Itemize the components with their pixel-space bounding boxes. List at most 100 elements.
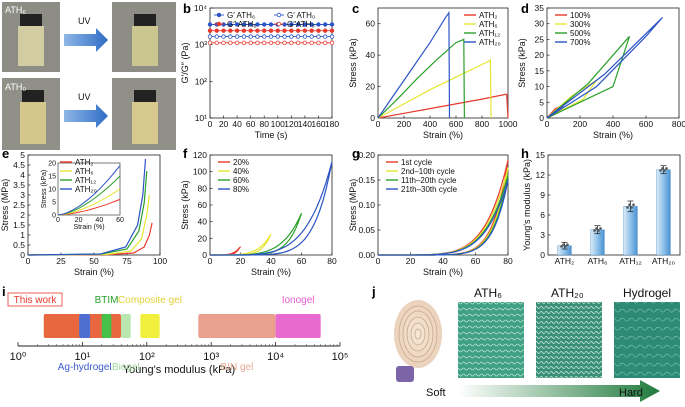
b-data-point xyxy=(214,28,219,33)
b-data-point xyxy=(228,28,233,33)
panel-label-c: c xyxy=(352,1,359,16)
panel-d-chart: 0 200 400 600 800 0 5 10 15 20 25 30 35 Strain (%) Str… xyxy=(517,3,685,140)
e-inset-x-tick-label: 40 xyxy=(95,217,103,224)
d-x-tick-label: 400 xyxy=(606,119,620,129)
b-y-tick-label: 10² xyxy=(195,76,207,86)
i-range-label: This work xyxy=(14,295,58,306)
b-data-point xyxy=(309,34,314,39)
i-x-tick-label: 10⁵ xyxy=(332,351,349,363)
d-y-tick-label: 5 xyxy=(539,97,544,107)
b-data-point xyxy=(255,28,260,33)
e-y-tick-label: 0.5 xyxy=(13,240,25,250)
panel-b-chart: 0 20 40 60 80 100 120 140 160 180 10¹ 10² 10³ 10⁴ Time… xyxy=(180,3,339,140)
b-data-point xyxy=(234,34,240,39)
b-data-point xyxy=(262,40,267,46)
c-legend-label: ATH₆ xyxy=(479,20,498,29)
f-y-tick-label: 0 xyxy=(202,250,207,260)
f-x-tick-label: 80 xyxy=(327,256,337,266)
b-data-point xyxy=(241,40,247,46)
d-y-tick-label: 20 xyxy=(535,50,545,60)
b-data-point xyxy=(323,34,328,39)
g-x-tick-label: 20 xyxy=(406,256,416,266)
h-data-point xyxy=(560,245,563,248)
b-data-point xyxy=(316,28,321,33)
i-x-tick-label: 10² xyxy=(139,351,155,363)
f-y-tick-label: 20 xyxy=(198,233,208,243)
finger-illustration xyxy=(394,300,442,368)
d-y-tick-label: 10 xyxy=(535,82,545,92)
b-data-point xyxy=(221,22,226,27)
b-data-point xyxy=(295,40,301,46)
g-y-tick-label: 0.10 xyxy=(358,200,375,210)
b-data-point xyxy=(323,40,328,46)
h-y-tick-label: 0 xyxy=(540,250,545,260)
g-legend-label: 11th–20th cycle xyxy=(401,176,457,185)
b-data-point xyxy=(255,40,260,46)
b-data-point xyxy=(234,40,240,46)
c-y-tick-label: 20 xyxy=(366,82,376,92)
i-x-tick-label: 10¹ xyxy=(74,351,90,363)
h-plot-frame xyxy=(547,154,681,256)
i-range-label: Ionogel xyxy=(282,295,315,306)
fingerprint-image-ath6 xyxy=(458,302,524,378)
f-y-tick-label: 60 xyxy=(198,200,208,210)
h-y-tick-label: 15 xyxy=(536,150,546,160)
vial-liquid xyxy=(18,26,44,66)
h-data-point xyxy=(562,243,565,246)
b-x-axis-label: Time (s) xyxy=(255,130,288,140)
e-legend-label: ATH₂ xyxy=(75,158,94,167)
i-range-bar xyxy=(140,314,160,338)
b-data-point xyxy=(255,34,260,39)
b-data-point xyxy=(302,34,308,39)
b-data-point xyxy=(262,22,267,27)
d-legend-label: 500% xyxy=(570,29,590,38)
b-y-tick-label: 10³ xyxy=(195,40,207,50)
b-x-tick-label: 0 xyxy=(208,119,213,129)
fp-label-hydrogel: Hydrogel xyxy=(623,286,671,300)
b-data-point xyxy=(268,28,274,33)
f-legend-label: 60% xyxy=(233,176,249,185)
b-data-point xyxy=(316,34,321,39)
vial-cap xyxy=(134,90,156,102)
b-data-point xyxy=(329,28,335,33)
b-data-point xyxy=(228,40,233,46)
photo-label-ath0: ATH₀ xyxy=(5,82,26,92)
f-series-line xyxy=(210,161,333,256)
e-inset-y-tick-label: 20 xyxy=(48,161,56,168)
h-x-tick-label: ATH₁₂ xyxy=(619,256,642,266)
c-x-tick-label: 600 xyxy=(449,119,463,129)
e-y-tick-label: 3 xyxy=(20,190,25,200)
e-inset-y-tick-label: 10 xyxy=(48,187,56,194)
vial-cap xyxy=(134,14,156,26)
h-data-point xyxy=(566,243,569,246)
finger-sleeve xyxy=(396,366,414,382)
panel-label-b: b xyxy=(183,1,191,16)
h-x-tick-label: ATH₂ xyxy=(555,256,575,266)
f-x-tick-label: 40 xyxy=(266,256,276,266)
panel-label-f: f xyxy=(183,146,188,161)
b-data-point xyxy=(214,34,219,39)
e-y-axis-label: Stress (MPa) xyxy=(0,179,10,232)
e-inset-series-line xyxy=(57,175,121,216)
e-inset-series-line xyxy=(57,188,121,216)
d-x-tick-label: 800 xyxy=(672,119,685,129)
i-range-label: Ag-hydrogel xyxy=(58,362,112,373)
f-plot-frame xyxy=(209,154,333,256)
f-legend-label: 80% xyxy=(233,185,249,194)
g-x-tick-label: 40 xyxy=(438,256,448,266)
c-legend-label: ATH₂₀ xyxy=(479,38,501,47)
b-data-point xyxy=(309,28,314,33)
soft-hard-arrow xyxy=(458,380,660,402)
panel-j-fingerprints: ATH₆ ATH₂₀ Hydrogel Soft Hard xyxy=(394,286,680,402)
b-data-point xyxy=(302,22,308,27)
e-y-tick-label: 1 xyxy=(20,230,25,240)
i-range-bar xyxy=(79,314,91,338)
c-legend-label: ATH₁₂ xyxy=(479,29,500,38)
f-x-axis-label: Strain (%) xyxy=(251,267,291,277)
d-x-axis-label: Strain (%) xyxy=(593,130,633,140)
h-bar xyxy=(623,206,638,256)
h-data-point xyxy=(599,227,602,230)
b-legend-marker xyxy=(276,21,282,27)
h-data-point xyxy=(593,229,596,232)
